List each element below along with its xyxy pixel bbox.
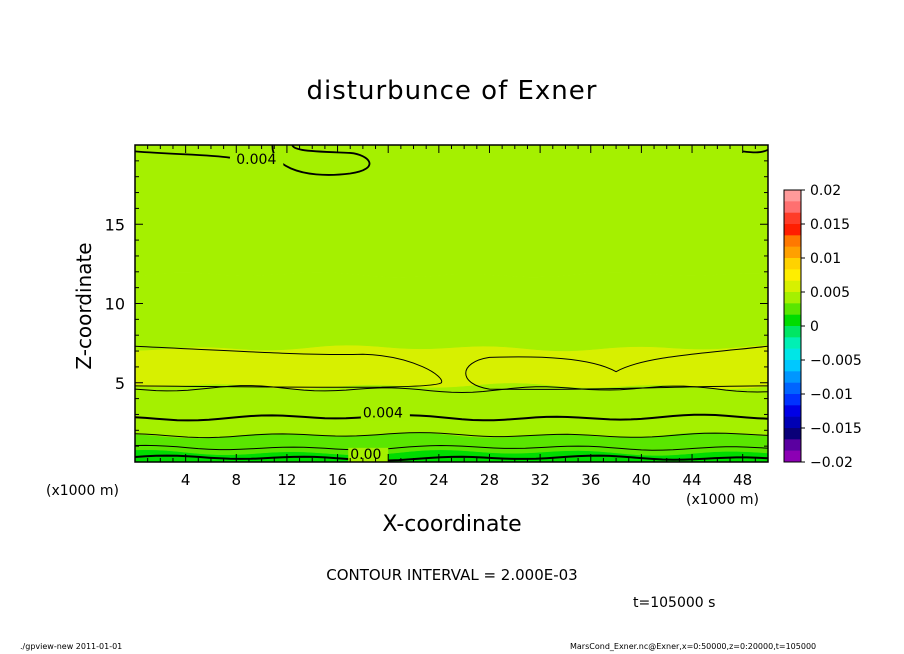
y-axis-label: Z-coordinate (72, 242, 96, 370)
field-band (135, 271, 768, 352)
contour-line (135, 148, 768, 159)
colorbar-swatch (784, 337, 801, 349)
x-tick-label: 12 (277, 471, 296, 489)
colorbar-swatch (784, 394, 801, 406)
x-tick-label: 40 (632, 471, 651, 489)
contour-line (135, 345, 442, 388)
x-tick-label: 4 (181, 471, 191, 489)
y-tick-label: 15 (105, 215, 125, 234)
colorbar-tick-label: −0.005 (810, 353, 862, 369)
x-unit-label-right: (x1000 m) (686, 492, 759, 508)
field-layer (135, 145, 768, 462)
colorbar-tick-label: 0.01 (810, 251, 841, 267)
colorbar-tick-label: −0.02 (810, 455, 853, 471)
colorbar-swatch (784, 269, 801, 281)
contour-label-bg (234, 153, 284, 168)
footer-right: MarsCond_Exner.nc@Exner,x=0:50000,z=0:20… (570, 642, 817, 651)
x-tick-label: 24 (429, 471, 448, 489)
contour-line (135, 444, 768, 451)
colorbar-swatch (784, 235, 801, 247)
x-tick-label: 36 (581, 471, 600, 489)
colorbar-swatch (784, 439, 801, 451)
colorbar-swatch (784, 224, 801, 236)
colorbar-swatch (784, 405, 801, 417)
contour-label-bg (360, 406, 410, 421)
contour-line (135, 385, 768, 394)
contour-label: 0.004 (236, 152, 276, 168)
x-tick-label: 48 (733, 471, 752, 489)
field-band (135, 145, 768, 278)
contour-line (271, 145, 371, 176)
colorbar-swatch (784, 246, 801, 259)
colorbar-swatch (784, 212, 801, 225)
x-axis-label: X-coordinate (382, 512, 522, 537)
colorbar-tick-label: 0.02 (810, 183, 841, 199)
colorbar-tick-label: −0.01 (810, 387, 853, 403)
contour-label: 0.004 (363, 406, 403, 422)
contour-interval-label: CONTOUR INTERVAL = 2.000E-03 (326, 566, 578, 584)
colorbar-swatch (784, 360, 801, 372)
contour-line (465, 345, 768, 390)
colorbar-swatch (784, 428, 801, 440)
colorbar-tick-label: 0.005 (810, 285, 850, 301)
time-label: t=105000 s (633, 595, 716, 611)
y-tick-label: 5 (115, 374, 125, 393)
x-tick-label: 28 (480, 471, 499, 489)
colorbar-swatch (784, 314, 801, 327)
contour-line (135, 432, 768, 439)
x-unit-label-left: (x1000 m) (46, 483, 119, 499)
colorbar-swatch (784, 258, 801, 270)
colorbar-swatch (784, 348, 801, 361)
colorbar-swatch (784, 450, 801, 463)
chart-title: disturbunce of Exner (306, 76, 598, 106)
colorbar-tick-label: 0 (810, 319, 819, 335)
colorbar-swatch (784, 326, 801, 338)
x-tick-label: 16 (328, 471, 347, 489)
colorbar-tick-label: 0.015 (810, 217, 850, 233)
field-band (135, 344, 768, 390)
x-tick-label: 20 (379, 471, 398, 489)
colorbar-swatch (784, 416, 801, 429)
footer-left: ./gpview-new 2011-01-01 (20, 642, 123, 651)
contour-line (135, 454, 768, 462)
colorbar-swatch (784, 382, 801, 395)
colorbar-swatch (784, 190, 801, 202)
contour-label-bg (348, 447, 389, 462)
colorbar-swatch (784, 201, 801, 213)
colorbar-swatch (784, 280, 801, 293)
contour-label: 0.00 (350, 447, 381, 463)
contour-line (135, 413, 768, 422)
x-tick-label: 32 (531, 471, 550, 489)
colorbar-tick-label: −0.015 (810, 421, 862, 437)
x-tick-label: 8 (232, 471, 242, 489)
colorbar-swatch (784, 371, 801, 383)
colorbar-swatch (784, 292, 801, 304)
y-tick-label: 10 (105, 295, 125, 314)
x-tick-label: 44 (682, 471, 701, 489)
colorbar-swatch (784, 303, 801, 315)
